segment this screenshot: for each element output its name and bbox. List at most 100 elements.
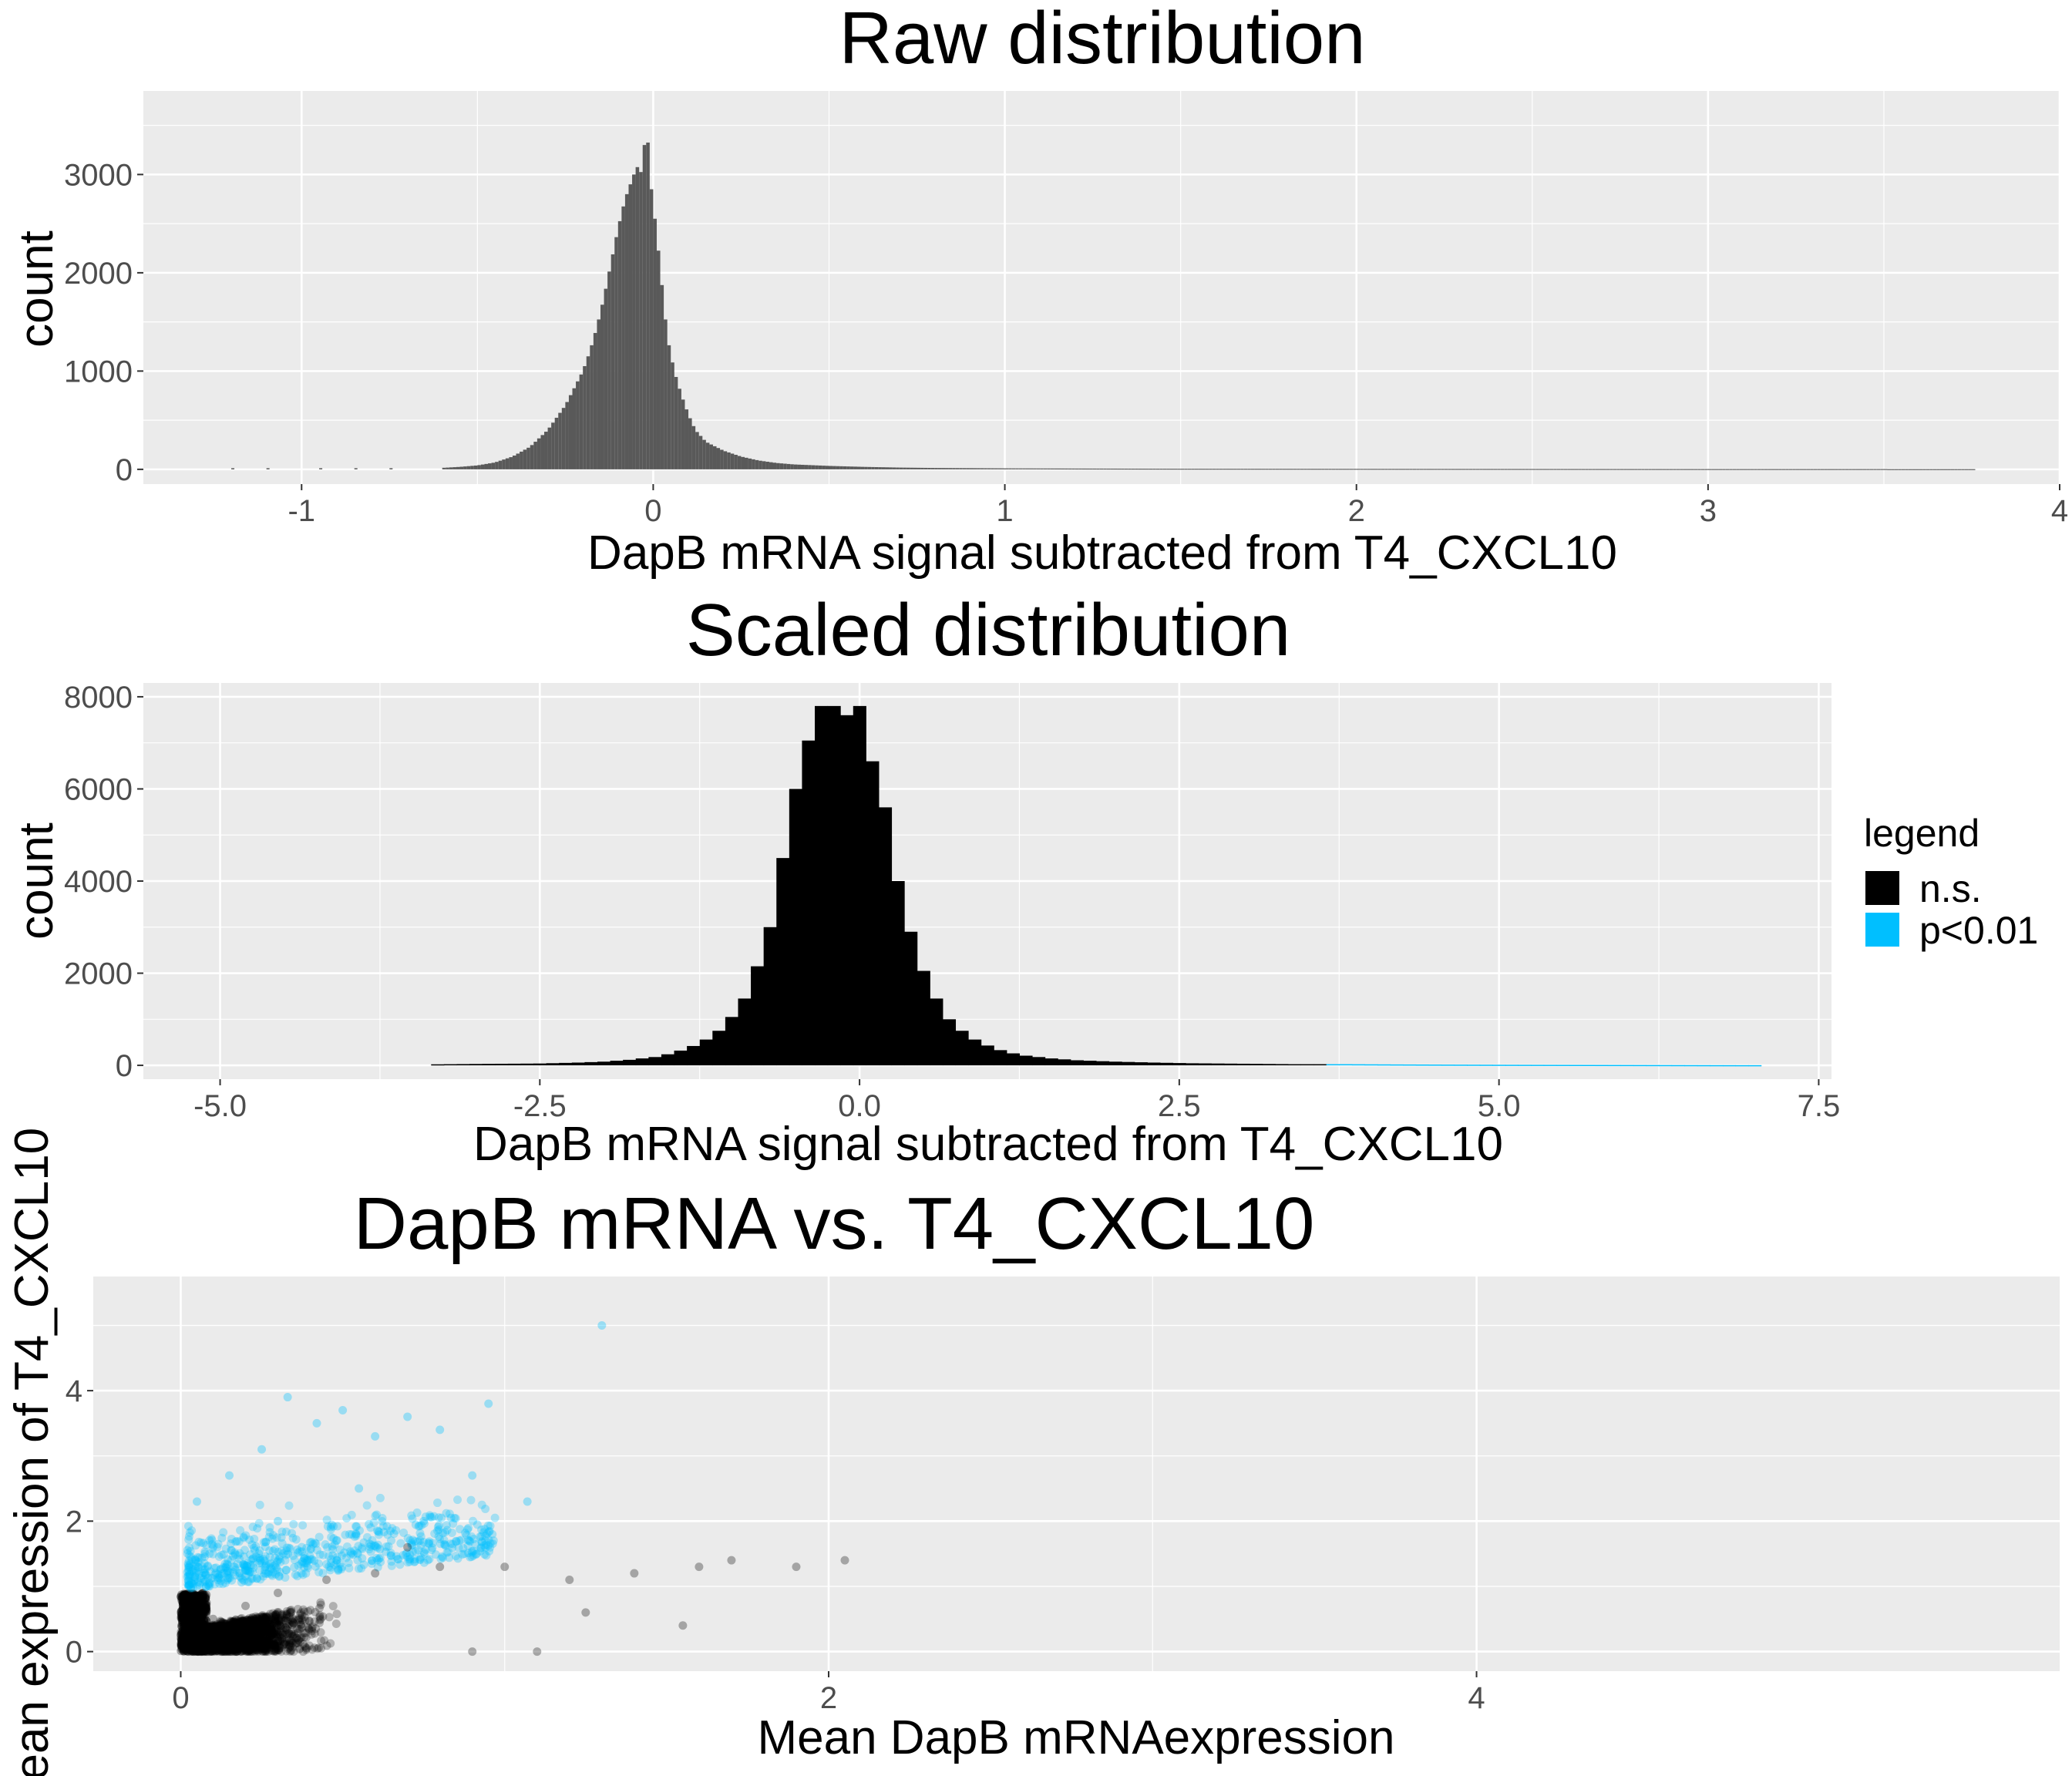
sig-point — [335, 1546, 345, 1555]
ns-bar — [763, 927, 777, 1066]
raw-x-tick-label: 4 — [2051, 494, 2068, 528]
sig-point — [184, 1577, 193, 1586]
ns-point — [193, 1641, 202, 1650]
raw-bar — [480, 464, 485, 469]
scaled-x-tick-label: 2.5 — [1158, 1089, 1201, 1123]
ns-point — [181, 1634, 190, 1643]
ns-point — [204, 1646, 214, 1655]
raw-bar — [593, 332, 597, 469]
ns-point — [264, 1617, 274, 1626]
ns-point — [262, 1646, 271, 1655]
ns-point — [230, 1638, 240, 1647]
scaled-distribution-panel: Scaled distribution -5.0 -2.5 0.0 2.5 5.0 7.5… — [10, 589, 2038, 1171]
ns-bar — [802, 740, 816, 1066]
ns-point — [239, 1634, 248, 1643]
sig-point — [355, 1484, 364, 1493]
ns-point — [245, 1646, 254, 1655]
ns-point — [310, 1617, 319, 1626]
ns-point — [281, 1640, 291, 1649]
ns-point — [224, 1622, 234, 1631]
ns-point — [247, 1618, 256, 1627]
raw-bar — [952, 468, 956, 469]
raw-x-tick-label: 2 — [1348, 494, 1365, 528]
ns-bar — [648, 1057, 662, 1066]
sig-point — [318, 1550, 328, 1559]
sig-bar — [1377, 1064, 1391, 1066]
ns-point — [231, 1616, 240, 1625]
ns-point — [212, 1623, 221, 1633]
ns-point — [232, 1636, 241, 1645]
sig-point — [322, 1515, 331, 1525]
sig-bar — [1531, 1065, 1545, 1066]
raw-bar — [456, 466, 460, 469]
raw-bar — [604, 288, 608, 469]
ns-point — [236, 1643, 245, 1653]
raw-bar — [512, 456, 516, 469]
sig-point — [490, 1513, 500, 1522]
sig-point — [468, 1471, 477, 1480]
ns-point — [207, 1629, 216, 1638]
ns-point — [264, 1636, 274, 1646]
raw-bar — [923, 467, 928, 469]
ns-point — [318, 1612, 328, 1621]
raw-bar — [779, 463, 784, 469]
raw-bar — [477, 465, 481, 469]
ns-bar — [725, 1017, 738, 1066]
raw-bar — [656, 251, 661, 469]
raw-bar — [808, 465, 812, 469]
scatter-y-tick-label: 2 — [66, 1505, 82, 1539]
raw-bar — [1968, 469, 1972, 470]
ns-point — [204, 1636, 214, 1646]
sig-point — [261, 1538, 271, 1547]
sig-bar — [1518, 1065, 1532, 1066]
ns-point — [205, 1636, 214, 1645]
raw-bar — [937, 468, 942, 469]
ns-point — [191, 1640, 200, 1649]
sig-point — [355, 1526, 365, 1536]
raw-bar — [723, 451, 728, 469]
sig-point — [353, 1549, 362, 1559]
sig-point — [372, 1510, 382, 1519]
raw-bar — [864, 466, 868, 469]
raw-y-tick-label: 1000 — [64, 355, 133, 388]
sig-point — [333, 1522, 342, 1531]
sig-point — [460, 1529, 469, 1538]
sig-point — [484, 1399, 493, 1408]
ns-bar — [431, 1064, 445, 1066]
raw-plot-background — [143, 91, 2060, 484]
ns-point — [268, 1641, 278, 1650]
ns-bar — [789, 789, 802, 1066]
raw-bar — [969, 468, 974, 469]
ns-point — [189, 1633, 198, 1642]
ns-point — [403, 1542, 412, 1552]
raw-bar — [231, 468, 235, 469]
ns-point — [190, 1629, 199, 1638]
sig-point — [483, 1521, 493, 1530]
ns-point — [240, 1626, 249, 1636]
ns-point — [257, 1630, 266, 1639]
raw-bar — [860, 466, 865, 469]
sig-point — [250, 1534, 259, 1543]
ns-point — [224, 1634, 233, 1643]
raw-bar — [530, 445, 534, 469]
ns-point — [287, 1607, 296, 1616]
ns-point — [226, 1636, 235, 1645]
ns-point — [210, 1645, 220, 1654]
raw-bar — [800, 464, 805, 469]
ns-point — [240, 1623, 249, 1633]
ns-point — [220, 1640, 229, 1650]
ns-point — [271, 1645, 281, 1654]
raw-bar — [572, 388, 577, 469]
ns-point — [195, 1644, 204, 1653]
raw-bar — [597, 319, 600, 469]
sig-point — [259, 1555, 268, 1564]
sig-bar — [1671, 1065, 1685, 1067]
raw-bar — [610, 254, 615, 469]
ns-bar — [469, 1064, 483, 1066]
raw-bar — [786, 463, 791, 469]
scatter-x-tick-label: 2 — [820, 1681, 837, 1715]
ns-point — [326, 1639, 335, 1648]
raw-bar — [621, 206, 625, 469]
ns-point — [227, 1644, 236, 1653]
ns-point — [220, 1631, 230, 1640]
